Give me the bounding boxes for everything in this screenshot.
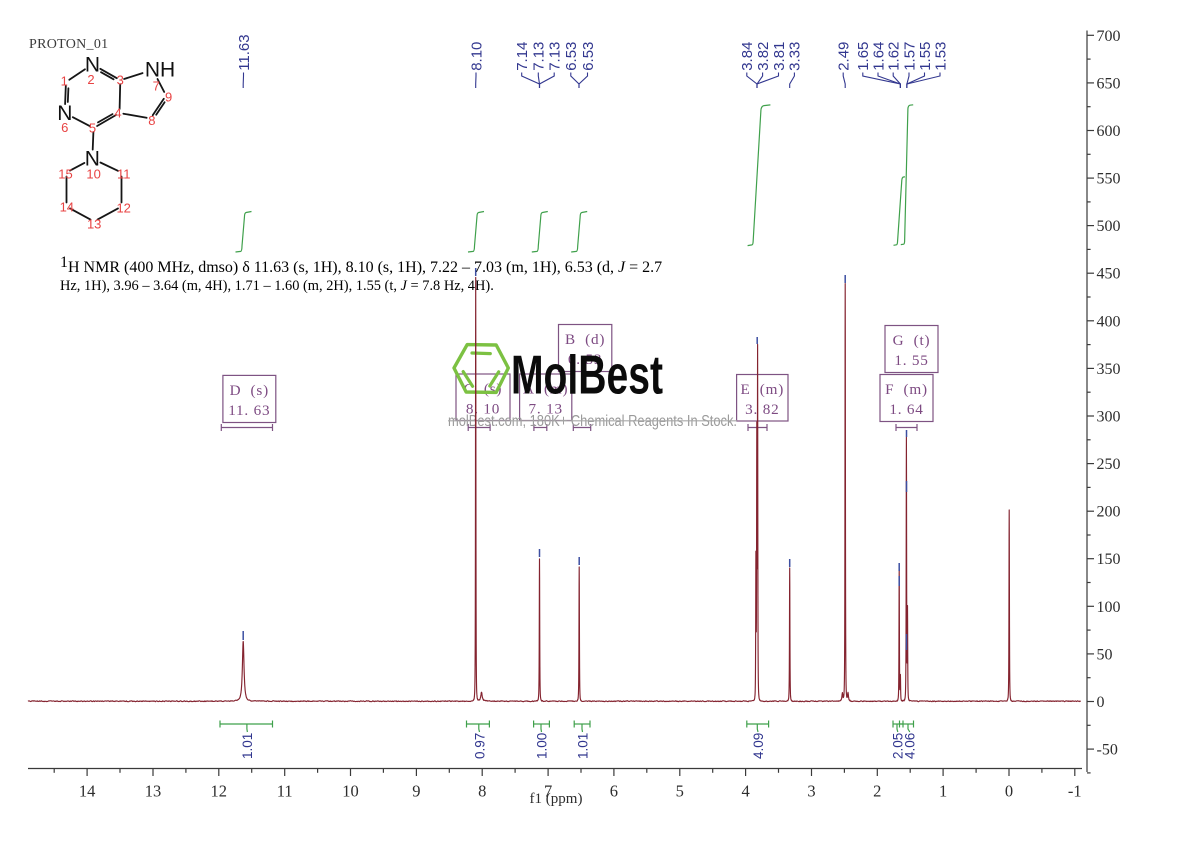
svg-text:4.09: 4.09 xyxy=(751,733,766,759)
svg-text:4: 4 xyxy=(114,106,121,121)
svg-text:600: 600 xyxy=(1097,123,1121,140)
svg-text:E (m): E (m) xyxy=(740,381,784,398)
svg-text:7: 7 xyxy=(544,782,552,801)
svg-text:14: 14 xyxy=(60,200,74,215)
svg-text:350: 350 xyxy=(1097,361,1121,378)
svg-text:1.57: 1.57 xyxy=(901,42,918,71)
svg-text:3.81: 3.81 xyxy=(771,42,788,71)
svg-text:-1: -1 xyxy=(1068,782,1082,801)
svg-text:7.13: 7.13 xyxy=(547,42,564,71)
svg-text:N: N xyxy=(85,148,100,171)
svg-text:NH: NH xyxy=(145,59,175,82)
svg-text:550: 550 xyxy=(1097,171,1121,188)
svg-text:1. 64: 1. 64 xyxy=(889,401,923,418)
svg-text:6: 6 xyxy=(61,120,68,135)
svg-text:11.63: 11.63 xyxy=(236,34,253,70)
svg-text:300: 300 xyxy=(1097,409,1121,426)
svg-text:11. 63: 11. 63 xyxy=(228,402,270,419)
svg-text:7.14: 7.14 xyxy=(514,42,531,71)
svg-text:3: 3 xyxy=(807,782,815,801)
svg-text:200: 200 xyxy=(1097,504,1121,521)
svg-text:D (s): D (s) xyxy=(230,382,269,399)
svg-text:500: 500 xyxy=(1097,218,1121,235)
svg-text:G (t): G (t) xyxy=(893,332,931,349)
svg-text:13: 13 xyxy=(87,217,101,232)
svg-text:12: 12 xyxy=(116,200,130,215)
svg-text:1.01: 1.01 xyxy=(575,733,590,759)
svg-text:6.53: 6.53 xyxy=(580,42,597,71)
svg-text:0: 0 xyxy=(1005,782,1013,801)
svg-text:1.53: 1.53 xyxy=(932,42,949,71)
svg-text:14: 14 xyxy=(79,782,96,801)
svg-text:50: 50 xyxy=(1097,646,1113,663)
svg-text:150: 150 xyxy=(1097,551,1121,568)
svg-text:1H NMR (400 MHz, dmso) δ 11.63: 1H NMR (400 MHz, dmso) δ 11.63 (s, 1H), … xyxy=(60,254,662,276)
svg-text:3. 82: 3. 82 xyxy=(745,401,779,418)
svg-text:F (m): F (m) xyxy=(885,381,928,398)
svg-text:3.84: 3.84 xyxy=(739,42,756,71)
svg-text:10: 10 xyxy=(86,166,100,181)
svg-text:0.97: 0.97 xyxy=(472,733,487,759)
svg-text:700: 700 xyxy=(1097,28,1121,45)
svg-text:8. 10: 8. 10 xyxy=(466,401,500,418)
svg-text:3: 3 xyxy=(117,73,124,88)
svg-text:8: 8 xyxy=(478,782,486,801)
svg-text:A (m): A (m) xyxy=(523,381,568,398)
svg-text:9: 9 xyxy=(165,90,172,105)
svg-text:MolBest: MolBest xyxy=(511,344,663,406)
svg-text:7.13: 7.13 xyxy=(531,42,548,71)
svg-text:250: 250 xyxy=(1097,456,1121,473)
svg-text:f1 (ppm): f1 (ppm) xyxy=(530,791,583,807)
svg-text:PROTON_01: PROTON_01 xyxy=(29,37,108,52)
svg-text:2: 2 xyxy=(87,72,94,87)
svg-text:1: 1 xyxy=(939,782,947,801)
svg-text:450: 450 xyxy=(1097,266,1121,283)
svg-text:1. 55: 1. 55 xyxy=(894,352,928,369)
svg-text:1: 1 xyxy=(61,73,68,88)
svg-text:3.33: 3.33 xyxy=(787,42,804,71)
svg-text:3.82: 3.82 xyxy=(755,42,772,71)
svg-text:-50: -50 xyxy=(1097,742,1118,759)
svg-text:10: 10 xyxy=(342,782,359,801)
svg-text:8: 8 xyxy=(148,113,155,128)
svg-text:4: 4 xyxy=(741,782,749,801)
svg-text:6. 53: 6. 53 xyxy=(568,351,602,368)
svg-text:2.05: 2.05 xyxy=(891,733,906,759)
svg-text:650: 650 xyxy=(1097,75,1121,92)
svg-text:1.01: 1.01 xyxy=(240,733,255,759)
svg-text:12: 12 xyxy=(211,782,228,801)
svg-text:400: 400 xyxy=(1097,313,1121,330)
svg-text:1.64: 1.64 xyxy=(870,42,887,71)
svg-text:N: N xyxy=(85,53,100,76)
svg-text:8.10: 8.10 xyxy=(468,42,485,71)
svg-text:1.62: 1.62 xyxy=(886,42,903,71)
svg-text:15: 15 xyxy=(58,166,72,181)
svg-text:1.00: 1.00 xyxy=(534,733,549,759)
svg-text:1.65: 1.65 xyxy=(855,42,872,71)
svg-text:1.55: 1.55 xyxy=(917,42,934,71)
svg-text:7. 13: 7. 13 xyxy=(529,401,563,418)
svg-text:B (d): B (d) xyxy=(565,331,605,348)
svg-text:N: N xyxy=(57,102,72,125)
svg-text:5: 5 xyxy=(676,782,684,801)
svg-text:6.53: 6.53 xyxy=(563,42,580,71)
svg-text:9: 9 xyxy=(412,782,420,801)
svg-text:100: 100 xyxy=(1097,599,1121,616)
svg-text:7: 7 xyxy=(153,79,160,94)
svg-text:0: 0 xyxy=(1097,694,1105,711)
svg-text:11: 11 xyxy=(277,782,293,801)
svg-text:Hz, 1H), 3.96 – 3.64 (m, 4H),: Hz, 1H), 3.96 – 3.64 (m, 4H), 1.71 – 1.6… xyxy=(60,278,494,294)
svg-text:2: 2 xyxy=(873,782,881,801)
svg-text:4.06: 4.06 xyxy=(903,733,918,759)
svg-text:13: 13 xyxy=(145,782,162,801)
svg-text:11: 11 xyxy=(117,166,131,181)
svg-text:molBest.com, 180K+ Chemical Re: molBest.com, 180K+ Chemical Reagents In … xyxy=(448,413,737,430)
svg-text:6: 6 xyxy=(610,782,618,801)
svg-text:5: 5 xyxy=(89,121,96,136)
svg-text:2.49: 2.49 xyxy=(836,42,853,71)
